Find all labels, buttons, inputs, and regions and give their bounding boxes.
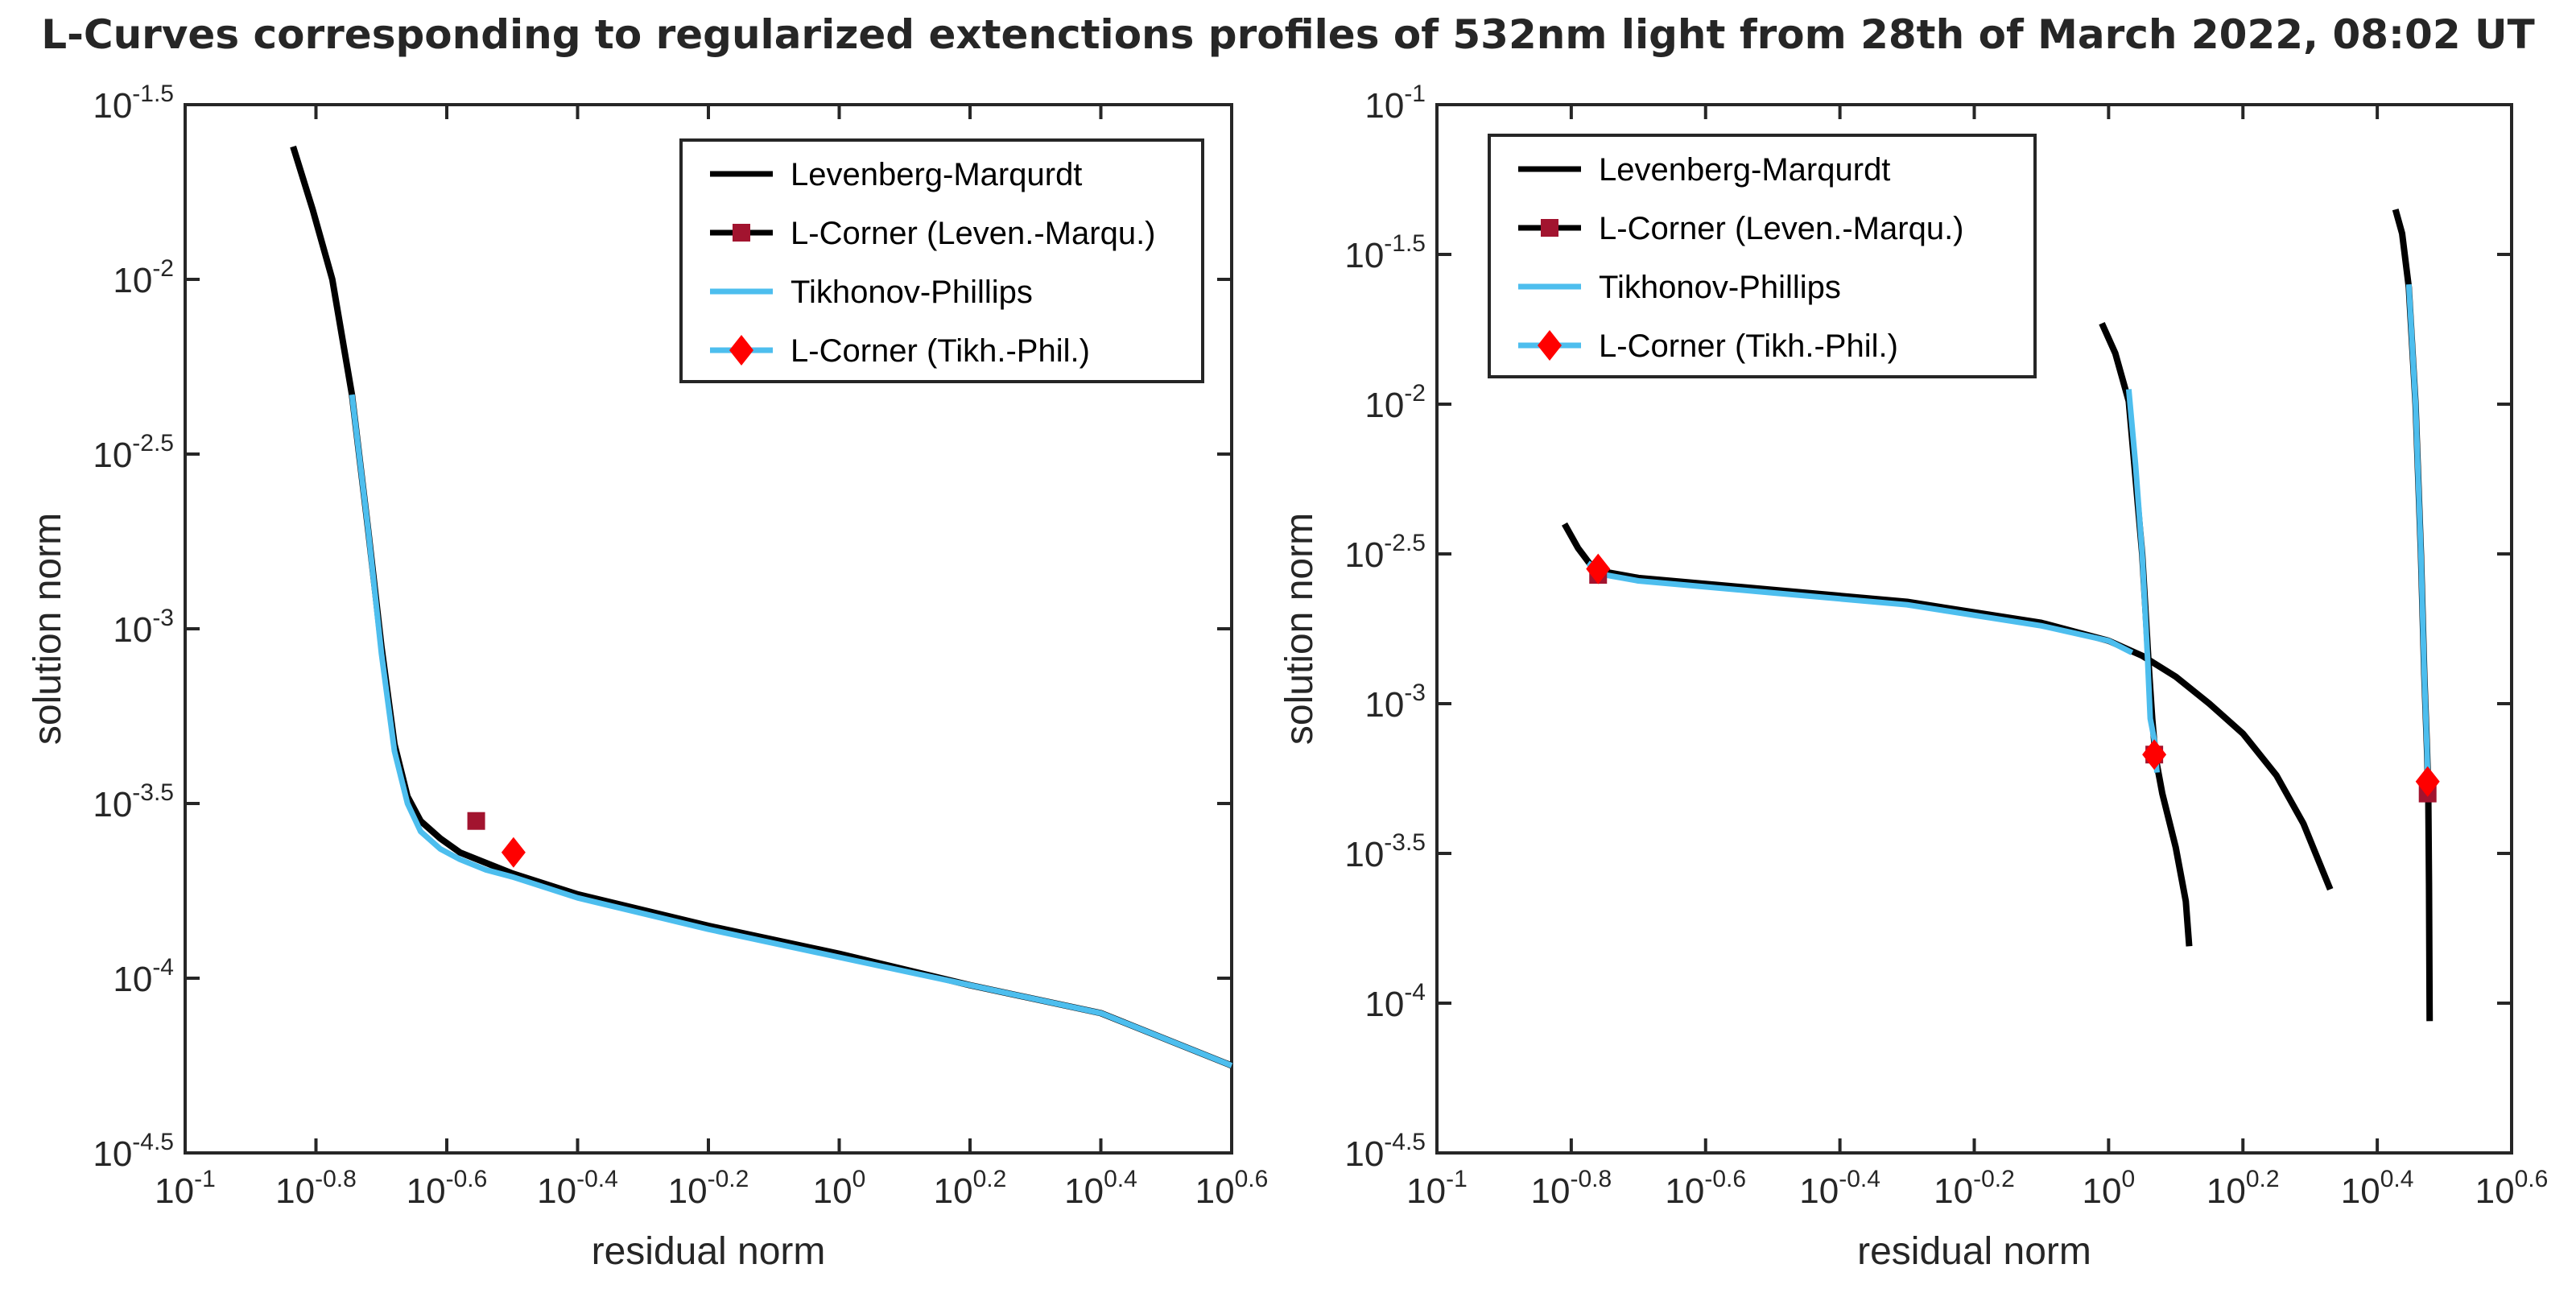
y-tick-label: 10-4.5 [1344, 1129, 1426, 1174]
x-tick-label: 10-0.2 [668, 1166, 749, 1211]
series-line [349, 394, 1233, 1068]
l-corner-tikh-marker [1586, 553, 1611, 585]
legend-label: L-Corner (Tikh.-Phil.) [791, 333, 1090, 369]
legend-square-marker [733, 224, 750, 242]
legend-label: L-Corner (Leven.-Marqu.) [791, 216, 1156, 251]
y-tick-label: 10-3 [1364, 680, 1426, 725]
x-tick-label: 10-0.8 [1531, 1166, 1612, 1211]
x-tick-label: 100.4 [2341, 1166, 2414, 1211]
x-tick-label: 100.2 [934, 1166, 1007, 1211]
legend-label: L-Corner (Leven.-Marqu.) [1599, 211, 1964, 246]
y-tick-label: 10-1.5 [1344, 230, 1426, 275]
series-line [2125, 389, 2160, 773]
legend-box [1488, 134, 2037, 378]
x-axis-title: residual norm [592, 1230, 826, 1273]
x-tick-label: 10-0.8 [275, 1166, 357, 1211]
chart-left: 10-1 10-0.8 10-0.6 10-0.4 10-0.2 100 100.2 100.… [27, 81, 1269, 1273]
x-tick-label: 100 [2083, 1166, 2136, 1211]
chart-right: 10-1 10-0.8 10-0.6 10-0.4 10-0.2 100 100.2 100.… [1278, 81, 2549, 1273]
y-tick-label: 10-2.5 [1344, 530, 1426, 575]
y-tick-label: 10-4 [113, 954, 174, 999]
plot-area [1562, 209, 2440, 1022]
series-line [2405, 284, 2431, 800]
x-tick-label: 10-0.2 [1934, 1166, 2015, 1211]
y-tick-label: 10-2.5 [93, 430, 174, 475]
y-tick-label: 10-3.5 [1344, 829, 1426, 874]
x-axis-title: residual norm [1857, 1230, 2091, 1273]
y-tick-label: 10-3 [113, 605, 174, 650]
x-tick-label: 10-0.4 [537, 1166, 618, 1211]
legend: Levenberg-Marqurdt L-Corner (Leven.-Marqu… [679, 138, 1204, 383]
x-tick-label: 10-1 [1406, 1166, 1468, 1211]
x-tick-label: 100.4 [1064, 1166, 1137, 1211]
series-line [1586, 560, 2134, 655]
legend-square-marker [1541, 219, 1558, 237]
legend-diamond-marker [1538, 330, 1562, 361]
x-tick-label: 10-0.6 [1665, 1166, 1746, 1211]
l-corner-tikh-marker [2142, 739, 2167, 770]
y-tick-label: 10-1 [1364, 81, 1426, 126]
legend-label: Levenberg-Marqurdt [791, 157, 1082, 192]
y-tick-label: 10-4 [1364, 979, 1426, 1024]
legend-label: Tikhonov-Phillips [791, 275, 1033, 310]
y-tick-label: 10-4.5 [93, 1129, 174, 1174]
x-tick-label: 10-1 [155, 1166, 216, 1211]
legend-box [679, 138, 1204, 383]
x-tick-label: 10-0.6 [407, 1166, 488, 1211]
y-tick-label: 10-2 [1364, 380, 1426, 425]
x-tick-label: 100 [813, 1166, 866, 1211]
plot-area [290, 145, 1233, 1069]
y-axis-title: solution norm [1278, 513, 1321, 745]
x-tick-label: 100.6 [1195, 1166, 1269, 1211]
l-corner-tikh-marker [2415, 766, 2440, 797]
legend-label: L-Corner (Tikh.-Phil.) [1599, 328, 1898, 364]
y-axis-title: solution norm [27, 513, 69, 745]
legend-label: Tikhonov-Phillips [1599, 270, 1841, 305]
y-tick-label: 10-2 [113, 255, 174, 300]
legend-diamond-marker [729, 335, 753, 366]
x-tick-label: 10-0.4 [1799, 1166, 1880, 1211]
y-tick-label: 10-1.5 [93, 81, 174, 126]
series-line [1562, 522, 2334, 891]
y-tick-label: 10-3.5 [93, 779, 174, 824]
x-tick-label: 100.6 [2475, 1166, 2549, 1211]
figure-title: L-Curves corresponding to regularized ex… [41, 11, 2535, 58]
l-corner-levmar-marker [467, 812, 485, 830]
legend: Levenberg-Marqurdt L-Corner (Leven.-Marqu… [1488, 134, 2037, 378]
legend-label: Levenberg-Marqurdt [1599, 152, 1890, 188]
x-tick-label: 100.2 [2207, 1166, 2280, 1211]
l-corner-tikh-marker [501, 837, 526, 868]
